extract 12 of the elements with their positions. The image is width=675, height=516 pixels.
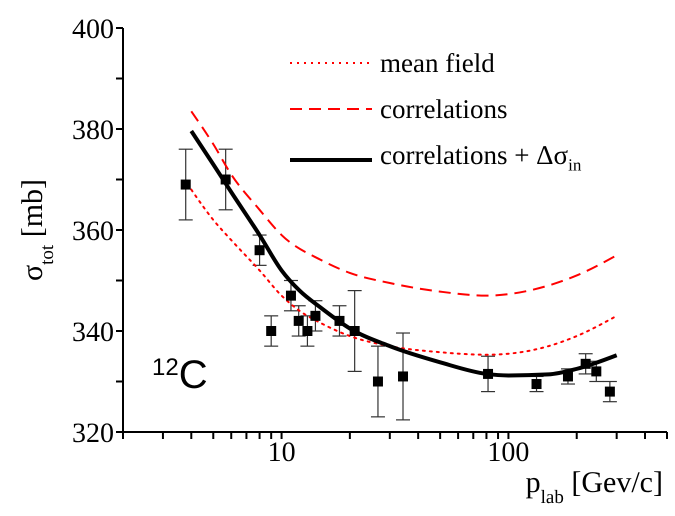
x-tick-label: 10 — [268, 436, 296, 468]
x-axis-title: p$_{lab}$ [Gev/c] — [526, 466, 663, 508]
annotation: $^{12}$C — [152, 353, 208, 397]
x-tick-label: 100 — [487, 436, 530, 468]
legend-label: mean field — [380, 48, 495, 78]
y-tick-label: 320 — [72, 418, 114, 449]
legend-label: correlations — [380, 94, 508, 124]
y-tick-label: 400 — [72, 14, 114, 45]
y-tick-label: 360 — [72, 216, 114, 247]
y-tick-label: 380 — [72, 114, 114, 146]
y-tick-label: 340 — [72, 316, 114, 348]
legend-label: correlations + Δσ$_{in}$ — [380, 140, 582, 174]
